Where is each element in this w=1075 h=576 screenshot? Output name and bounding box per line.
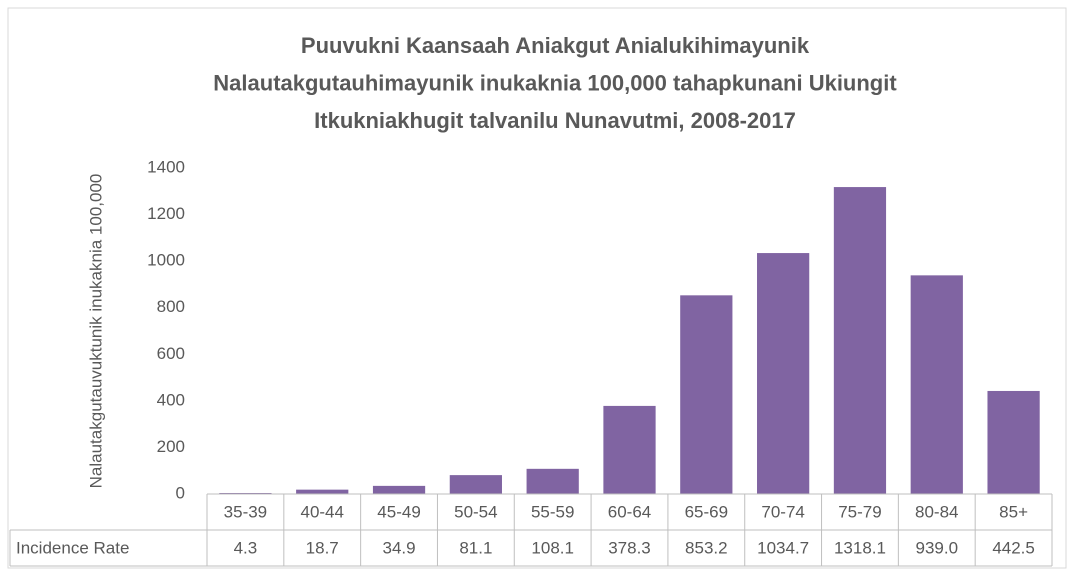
x-tick-label: 65-69 [685, 502, 728, 521]
y-tick-label: 1200 [147, 204, 185, 223]
table-value: 81.1 [459, 538, 492, 557]
chart-title: Puuvukni Kaansaah Aniakgut Anialukihimay… [301, 33, 810, 58]
bar [219, 492, 272, 494]
y-tick-label: 200 [157, 437, 185, 456]
bar [680, 295, 733, 494]
bar [449, 475, 502, 494]
table-value: 853.2 [685, 538, 728, 557]
table-value: 18.7 [306, 538, 339, 557]
table-value: 108.1 [531, 538, 574, 557]
x-tick-label: 70-74 [761, 502, 804, 521]
chart-title: Nalautakgutauhimayunik inukaknia 100,000… [213, 70, 897, 95]
x-tick-label: 45-49 [377, 502, 420, 521]
x-tick-label: 50-54 [454, 502, 497, 521]
table-value: 378.3 [608, 538, 651, 557]
table-value: 34.9 [382, 538, 415, 557]
table-value: 442.5 [992, 538, 1035, 557]
y-tick-label: 1400 [147, 157, 185, 176]
table-value: 1318.1 [834, 538, 886, 557]
bar [987, 390, 1040, 494]
x-tick-label: 80-84 [915, 502, 958, 521]
y-axis-label: Nalautakgutauvuktunik inukaknia 100,000 [86, 174, 105, 489]
y-tick-label: 1000 [147, 251, 185, 270]
bar [603, 405, 656, 494]
y-tick-label: 400 [157, 390, 185, 409]
bar [910, 275, 963, 494]
table-value: 939.0 [915, 538, 958, 557]
chart-title: Itkukniakhugit talvanilu Nunavutmi, 2008… [314, 108, 796, 133]
bar [526, 468, 579, 494]
y-tick-label: 0 [176, 483, 185, 502]
y-tick-label: 600 [157, 344, 185, 363]
x-tick-label: 55-59 [531, 502, 574, 521]
x-tick-label: 85+ [999, 502, 1028, 521]
table-value: 4.3 [234, 538, 258, 557]
bar [833, 187, 887, 495]
x-tick-label: 60-64 [608, 502, 651, 521]
bar [372, 485, 426, 494]
bar [296, 489, 349, 494]
table-value: 1034.7 [757, 538, 809, 557]
y-tick-label: 800 [157, 297, 185, 316]
series-name: Incidence Rate [16, 538, 129, 557]
x-tick-label: 75-79 [838, 502, 881, 521]
x-tick-label: 35-39 [224, 502, 267, 521]
bar [757, 253, 810, 494]
x-tick-label: 40-44 [300, 502, 343, 521]
